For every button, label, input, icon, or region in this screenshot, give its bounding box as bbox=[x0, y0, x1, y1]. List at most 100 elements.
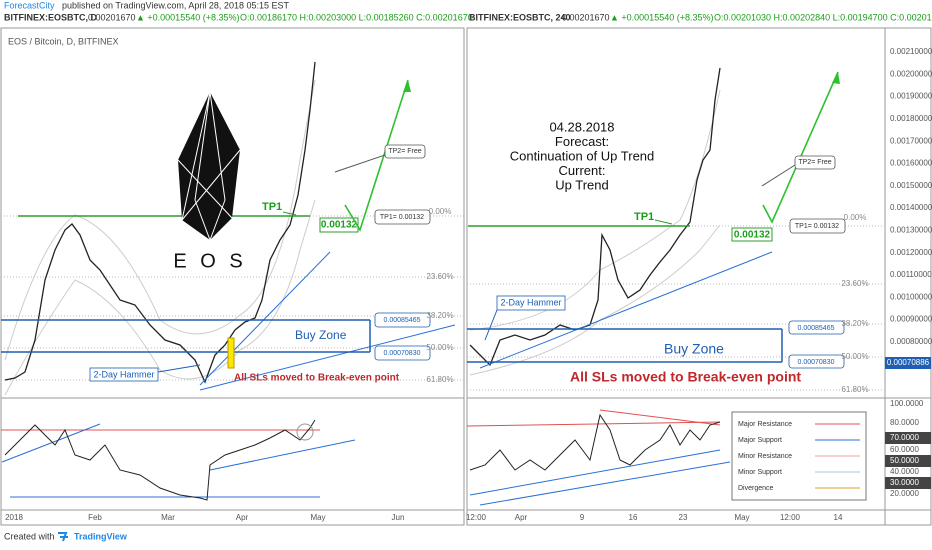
pointer bbox=[761, 164, 796, 187]
tp1: TP1 bbox=[262, 201, 282, 213]
price: 0.00201670 bbox=[88, 12, 136, 22]
author[interactable]: ForecastCity bbox=[4, 0, 55, 10]
axis-marker-bg bbox=[885, 477, 931, 489]
zone-box bbox=[788, 320, 845, 335]
x-axis-label: May bbox=[310, 513, 325, 522]
fib-label: 0.00% bbox=[844, 213, 867, 222]
axis-marker-bg bbox=[885, 432, 931, 444]
oscillator bbox=[4, 419, 316, 501]
legend-label: Major Resistance bbox=[738, 421, 792, 428]
price-axis-label: 0.00140000 bbox=[890, 203, 932, 212]
x-axis-label: 14 bbox=[834, 513, 843, 522]
target-box bbox=[731, 227, 773, 242]
x-axis-label: 12:00 bbox=[466, 513, 487, 522]
indicator-axis-label: 30.0000 bbox=[890, 478, 919, 487]
x-axis-label: Apr bbox=[236, 513, 249, 522]
x-axis-label: 16 bbox=[629, 513, 638, 522]
band bbox=[4, 79, 316, 361]
band bbox=[469, 89, 721, 331]
hammer-box bbox=[496, 295, 566, 311]
eos-logo bbox=[178, 92, 240, 240]
fib-label: 61.80% bbox=[841, 385, 868, 394]
indicator-axis-label: 80.0000 bbox=[890, 418, 919, 427]
zone-bottom: 0.00070830 bbox=[384, 350, 421, 357]
legend-label: Divergence bbox=[738, 485, 774, 492]
highlight bbox=[227, 337, 235, 369]
price-axis-label: 0.00170000 bbox=[890, 136, 932, 145]
ohlc: O:0.00201030 H:0.00202840 L:0.00194700 C… bbox=[714, 12, 932, 22]
buy-zone bbox=[1, 319, 371, 353]
buy-zone-label: Buy Zone bbox=[664, 341, 724, 357]
fib-label: 38.20% bbox=[841, 319, 868, 328]
price-axis-label: 0.00180000 bbox=[890, 114, 932, 123]
indicator-axis-label: 70.0000 bbox=[890, 433, 919, 442]
resistance bbox=[599, 409, 721, 426]
legend-label: Minor Support bbox=[738, 469, 782, 476]
fib-label: 50.00% bbox=[426, 343, 453, 352]
x-axis-label: 9 bbox=[580, 513, 585, 522]
price: 0.00201670 bbox=[562, 12, 610, 22]
hammer-box bbox=[89, 367, 159, 382]
left-chart: EOS / Bitcoin, D, BITFINEX 0.00085465 0.… bbox=[1, 36, 464, 501]
indicator-axis-label: 100.0000 bbox=[890, 399, 924, 408]
tp2-note: TP2= Free bbox=[798, 159, 831, 166]
right-chart: 0.00085465 0.00070830 Buy Zone TP1 0.001… bbox=[466, 67, 931, 506]
x-axis-label: Feb bbox=[88, 513, 102, 522]
x-axis-label: 2018 bbox=[5, 513, 23, 522]
fib-label: 23.60% bbox=[841, 279, 868, 288]
ohlc: O:0.00186170 H:0.00203000 L:0.00185260 C… bbox=[240, 12, 473, 22]
buy-zone bbox=[467, 328, 783, 363]
x-axis-label: 12:00 bbox=[780, 513, 801, 522]
pointer bbox=[484, 309, 498, 341]
price-axis-label: 0.00150000 bbox=[890, 181, 932, 190]
x-axis-label: May bbox=[734, 513, 749, 522]
logo-text: E O S bbox=[173, 250, 246, 272]
target-box bbox=[319, 217, 359, 233]
brand[interactable]: TradingView bbox=[74, 531, 128, 541]
buy-zone-label: Buy Zone bbox=[295, 328, 347, 342]
divergence-marker bbox=[296, 423, 314, 441]
x-axis-label: Apr bbox=[515, 513, 528, 522]
forecast-line: Forecast: bbox=[555, 134, 609, 149]
support bbox=[469, 449, 721, 496]
trend-line bbox=[479, 251, 773, 369]
pointer bbox=[157, 364, 201, 373]
symbol: BITFINEX:EOSBTC, D bbox=[4, 12, 98, 22]
indicator-axis-label: 40.0000 bbox=[890, 467, 919, 476]
sl-note: All SLs moved to Break-even point bbox=[234, 373, 400, 384]
zone-box bbox=[788, 354, 845, 369]
created: Created with bbox=[4, 531, 55, 541]
x-axis-label: Jun bbox=[392, 513, 405, 522]
pointer bbox=[334, 154, 386, 173]
trend bbox=[1, 423, 101, 463]
forecast-arrow bbox=[762, 71, 839, 224]
x-axis-label: 23 bbox=[679, 513, 688, 522]
fib-label: 61.80% bbox=[426, 375, 453, 384]
price-axis-label: 0.00190000 bbox=[890, 92, 932, 101]
note-box bbox=[789, 218, 846, 234]
logo-facet bbox=[177, 159, 233, 219]
zone-bottom: 0.00070830 bbox=[798, 359, 835, 366]
note-box bbox=[794, 155, 836, 170]
zone-box bbox=[374, 312, 431, 328]
tp2-note: TP2= Free bbox=[388, 148, 421, 155]
price-axis-label: 0.00090000 bbox=[890, 315, 932, 324]
price-axis-label: 0.00130000 bbox=[890, 226, 932, 235]
fib-label: 0.00% bbox=[429, 207, 452, 216]
published: published on TradingView.com, April 28, … bbox=[62, 0, 289, 10]
price-axis-label: 0.00120000 bbox=[890, 248, 932, 257]
price-axis-label: 0.00110000 bbox=[890, 270, 932, 279]
zone-top: 0.00085465 bbox=[384, 317, 421, 324]
target: 0.00132 bbox=[321, 220, 358, 231]
hammer: 2-Day Hammer bbox=[500, 297, 561, 307]
change: ▲ +0.00015540 (+8.35%) bbox=[610, 12, 713, 22]
trend-line bbox=[199, 251, 331, 386]
price-axis-label: 0.00200000 bbox=[890, 69, 932, 78]
axis-marker-bg bbox=[885, 455, 931, 467]
price-marker: 0.00070886 bbox=[887, 358, 930, 367]
price-axis-label: 0.00100000 bbox=[890, 292, 932, 301]
legend-label: Major Support bbox=[738, 437, 782, 444]
resistance bbox=[466, 421, 721, 427]
